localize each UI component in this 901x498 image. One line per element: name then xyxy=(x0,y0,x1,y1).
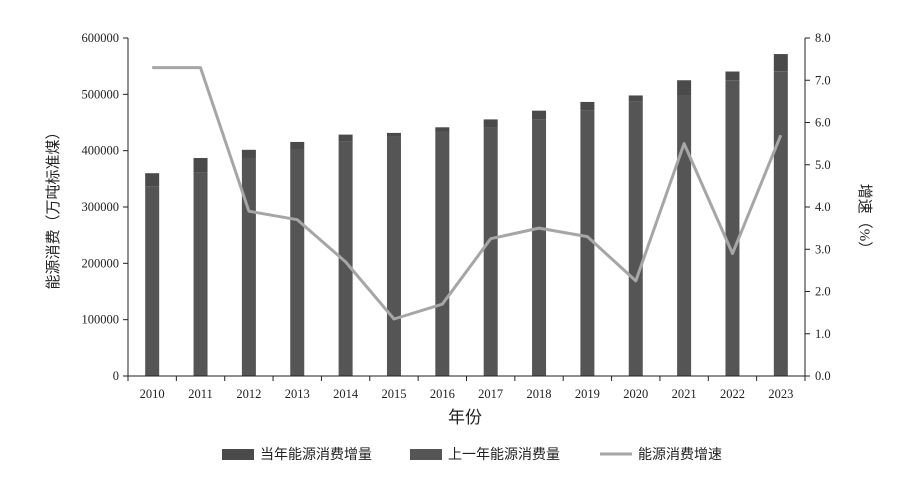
bar-increment xyxy=(483,119,498,128)
growth-line xyxy=(152,66,783,321)
x-tick-label: 2020 xyxy=(623,387,648,401)
y2-tick-label: 1.0 xyxy=(815,327,831,341)
y2-tick-label: 2.0 xyxy=(815,285,831,299)
x-tick-label: 2018 xyxy=(527,387,552,401)
bar-previous-year xyxy=(773,71,788,376)
bar-previous-year xyxy=(725,80,740,376)
bar-increment xyxy=(290,141,305,150)
y-tick-label: 0 xyxy=(113,369,119,383)
legend: 当年能源消费增量 上一年能源消费量 能源消费增速 xyxy=(222,447,722,463)
bar-previous-year xyxy=(532,119,547,376)
x-tick-label: 2015 xyxy=(381,387,406,401)
legend-label-increment: 当年能源消费增量 xyxy=(260,447,372,463)
y-tick-label: 600000 xyxy=(82,31,120,45)
bar-increment xyxy=(580,101,595,111)
x-tick-label: 2021 xyxy=(672,387,697,401)
y2-tick-label: 4.0 xyxy=(815,200,831,214)
y2-axis-title: 增速（%） xyxy=(856,184,873,257)
line-series xyxy=(152,66,783,321)
bar-increment xyxy=(677,80,692,96)
x-tick-label: 2023 xyxy=(768,387,793,401)
y-axis-title: 能源消费（万吨标准煤） xyxy=(45,124,62,289)
x-tick-label: 2022 xyxy=(720,387,745,401)
bar-previous-year xyxy=(290,149,305,376)
y2-tick-label: 5.0 xyxy=(815,158,831,172)
y-tick-label: 300000 xyxy=(82,200,120,214)
bar-increment xyxy=(386,132,401,137)
right-axis: 0.0 1.0 2.0 3.0 4.0 5.0 6.0 7.0 8.0 xyxy=(805,31,831,383)
bar-previous-year xyxy=(677,95,692,377)
x-axis: 2010 2011 2012 2013 2014 2015 2016 2017 2018 2019… xyxy=(127,376,806,401)
x-tick-label: 2013 xyxy=(285,387,310,401)
y-tick-label: 500000 xyxy=(82,87,120,101)
left-axis: 0 100000 200000 300000 400000 500000 600000 xyxy=(82,31,128,383)
y-tick-label: 200000 xyxy=(82,256,120,270)
bar-increment xyxy=(435,127,450,132)
bar-increment xyxy=(193,157,208,173)
y2-tick-label: 7.0 xyxy=(815,73,831,87)
bar-previous-year xyxy=(145,186,160,376)
legend-label-previous-year: 上一年能源消费量 xyxy=(448,447,560,463)
x-tick-label: 2010 xyxy=(140,387,165,401)
bar-previous-year xyxy=(628,101,643,376)
legend-swatch-increment xyxy=(222,449,254,460)
x-tick-label: 2017 xyxy=(478,387,503,401)
bar-increment xyxy=(628,95,643,102)
bar-increment xyxy=(773,54,788,72)
bar-previous-year xyxy=(338,141,353,376)
y-tick-label: 100000 xyxy=(82,313,120,327)
x-tick-label: 2019 xyxy=(575,387,600,401)
bar-increment xyxy=(145,173,160,187)
x-tick-label: 2012 xyxy=(236,387,261,401)
y2-tick-label: 6.0 xyxy=(815,116,831,130)
bar-increment xyxy=(725,71,740,81)
legend-swatch-previous-year xyxy=(410,449,442,460)
bar-increment xyxy=(241,149,256,158)
bar-increment xyxy=(532,110,547,120)
bar-previous-year xyxy=(386,136,401,376)
axis-lines xyxy=(127,38,806,377)
y2-tick-label: 8.0 xyxy=(815,31,831,45)
bar-previous-year xyxy=(193,172,208,376)
x-tick-label: 2016 xyxy=(430,387,455,401)
legend-label-growth: 能源消费增速 xyxy=(638,447,722,463)
x-tick-label: 2011 xyxy=(188,387,213,401)
bar-previous-year xyxy=(241,157,256,376)
bar-previous-year xyxy=(435,131,450,376)
y2-tick-label: 0.0 xyxy=(815,369,831,383)
bar-previous-year xyxy=(580,110,595,377)
y-tick-label: 400000 xyxy=(82,144,120,158)
x-axis-title: 年份 xyxy=(448,408,482,427)
bar-previous-year xyxy=(483,127,498,376)
bar-series xyxy=(145,54,788,377)
x-tick-label: 2014 xyxy=(333,387,359,401)
bar-increment xyxy=(338,134,353,142)
y2-tick-label: 3.0 xyxy=(815,242,831,256)
